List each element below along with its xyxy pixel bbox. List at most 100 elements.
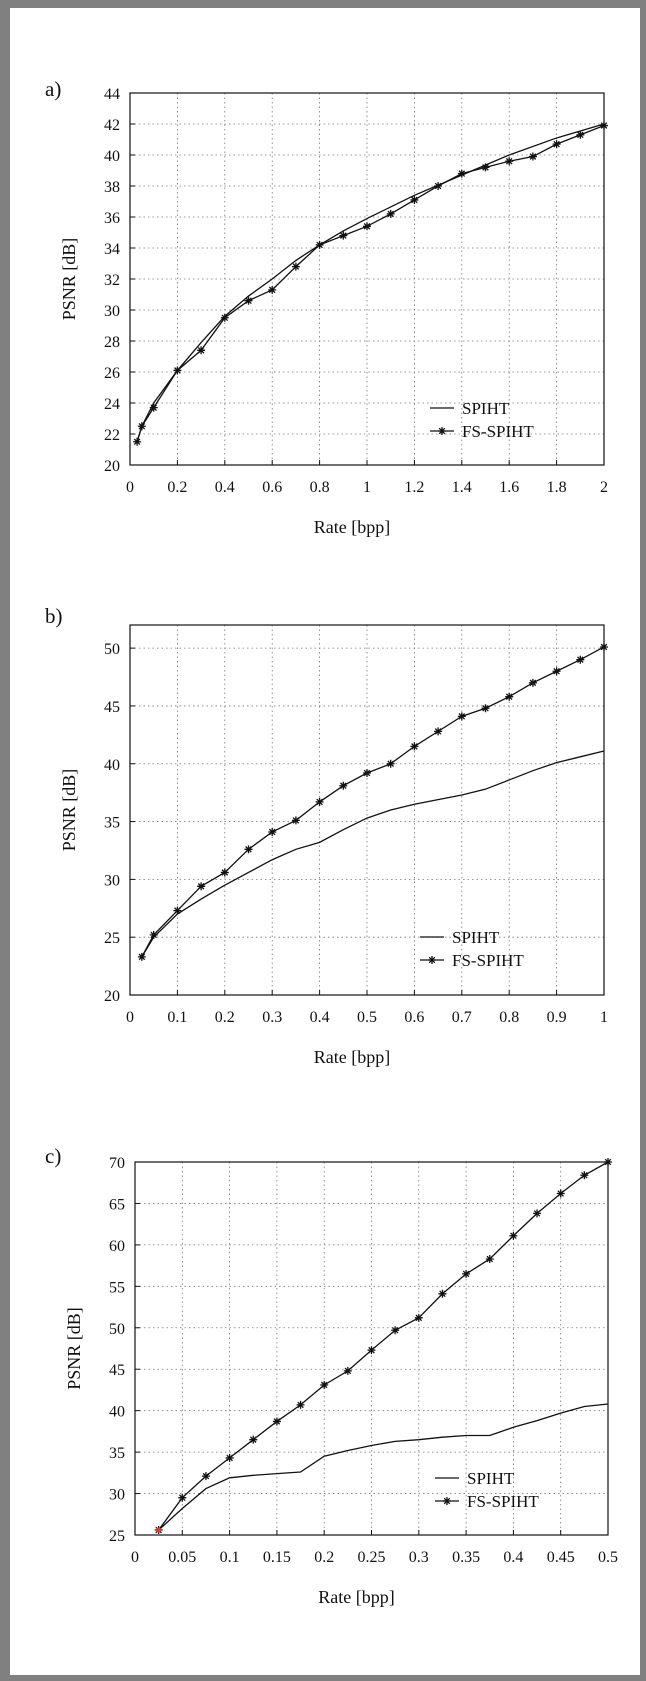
y-tick-label: 35 [104, 815, 120, 832]
data-point-fs-spiht [367, 1346, 376, 1355]
data-point-fs-spiht [533, 1209, 542, 1218]
y-tick-label: 24 [104, 396, 120, 413]
y-tick-label: 30 [104, 872, 120, 889]
x-tick-label: 0.7 [452, 1009, 472, 1026]
x-tick-label: 0.4 [503, 1549, 523, 1566]
x-tick-label: 0.4 [215, 479, 235, 496]
x-tick-label: 0 [126, 479, 134, 496]
legend-label-spiht: SPIHT [462, 399, 510, 418]
y-tick-label: 28 [104, 334, 120, 351]
data-point-fs-spiht [410, 195, 419, 204]
panel-label: b) [45, 604, 63, 628]
data-point-fs-spiht [438, 1289, 447, 1298]
x-tick-label: 0.1 [220, 1549, 240, 1566]
y-tick-label: 25 [104, 930, 120, 947]
y-tick-label: 36 [104, 210, 120, 227]
y-tick-label: 44 [104, 86, 120, 103]
legend-label-fs-spiht: FS-SPIHT [462, 422, 534, 441]
data-point-fs-spiht [434, 727, 443, 736]
x-tick-label: 0.25 [358, 1549, 386, 1566]
x-tick-label: 0.4 [310, 1009, 330, 1026]
data-point-fs-spiht [457, 712, 466, 721]
x-tick-label: 1 [600, 1009, 608, 1026]
legend-label-spiht: SPIHT [467, 1469, 515, 1488]
x-tick-label: 0.3 [409, 1549, 429, 1566]
data-point-fs-spiht [137, 952, 146, 961]
data-point-fs-spiht [576, 130, 585, 139]
y-tick-label: 42 [104, 117, 120, 134]
x-tick-label: 0.2 [167, 479, 187, 496]
legend-marker-fs-spiht [438, 427, 446, 435]
x-tick-label: 1.6 [499, 479, 519, 496]
series-line-fs-spiht [141, 646, 605, 958]
y-tick-label: 60 [109, 1238, 125, 1255]
y-tick-label: 50 [109, 1321, 125, 1338]
y-tick-label: 40 [109, 1404, 125, 1421]
y-tick-label: 30 [104, 303, 120, 320]
legend-label-fs-spiht: FS-SPIHT [452, 951, 524, 970]
data-point-fs-spiht [505, 157, 514, 166]
legend-marker-fs-spiht [443, 1497, 451, 1505]
plot-area-frame [134, 1161, 609, 1536]
y-tick-label: 40 [104, 757, 120, 774]
y-tick-label: 20 [104, 988, 120, 1005]
data-point-fs-spiht [197, 882, 206, 891]
series-line-fs-spiht [136, 124, 605, 442]
data-point-fs-spiht [410, 742, 419, 751]
data-point-fs-spiht [339, 231, 348, 240]
x-tick-label: 0.1 [167, 1009, 187, 1026]
y-axis-label: PSNR [dB] [59, 238, 79, 321]
data-point-fs-spiht [173, 366, 182, 375]
data-point-fs-spiht [414, 1313, 423, 1322]
data-point-fs-spiht [315, 240, 324, 249]
x-tick-label: 0.9 [547, 1009, 567, 1026]
x-axis-label: Rate [bpp] [318, 1587, 394, 1607]
x-tick-label: 0 [131, 1549, 139, 1566]
x-axis-label: Rate [bpp] [314, 517, 390, 537]
y-tick-label: 22 [104, 427, 120, 444]
start-point-marker [156, 1527, 162, 1533]
y-tick-label: 30 [109, 1487, 125, 1504]
y-tick-label: 32 [104, 272, 120, 289]
data-point-fs-spiht [556, 1189, 565, 1198]
data-point-fs-spiht [576, 655, 585, 664]
x-tick-label: 1.8 [547, 479, 567, 496]
x-tick-label: 0.15 [263, 1549, 291, 1566]
series-line-spiht [136, 123, 605, 442]
data-point-fs-spiht [137, 422, 146, 431]
data-point-fs-spiht [485, 1254, 494, 1263]
frame-border-top [0, 0, 646, 8]
legend-label-fs-spiht: FS-SPIHT [467, 1492, 539, 1511]
x-tick-label: 0.6 [262, 479, 282, 496]
data-point-fs-spiht [481, 704, 490, 713]
frame-border-bottom [0, 1675, 646, 1681]
x-tick-label: 0.6 [404, 1009, 424, 1026]
frame-border-left [0, 0, 10, 1681]
data-point-fs-spiht [481, 163, 490, 172]
data-point-fs-spiht [386, 209, 395, 218]
data-point-fs-spiht [291, 816, 300, 825]
x-tick-label: 2 [600, 479, 608, 496]
data-point-fs-spiht [178, 1493, 187, 1502]
data-point-fs-spiht [391, 1326, 400, 1335]
x-tick-label: 0.35 [452, 1549, 480, 1566]
data-point-fs-spiht [363, 222, 371, 231]
plot-area-frame [129, 92, 605, 466]
data-point-fs-spiht [580, 1171, 589, 1180]
data-point-fs-spiht [272, 1417, 281, 1426]
plot-area-frame [129, 624, 605, 996]
y-tick-label: 40 [104, 148, 120, 165]
data-point-fs-spiht [244, 296, 253, 305]
data-point-fs-spiht [600, 121, 608, 130]
series-line-spiht [141, 750, 605, 958]
y-tick-label: 45 [109, 1362, 125, 1379]
data-point-fs-spiht [509, 1231, 518, 1240]
data-point-fs-spiht [386, 759, 395, 768]
data-point-fs-spiht [133, 437, 142, 446]
data-point-fs-spiht [220, 868, 229, 877]
data-point-fs-spiht [363, 769, 371, 777]
x-tick-label: 0.8 [310, 479, 330, 496]
data-point-fs-spiht [268, 827, 277, 836]
data-point-fs-spiht [600, 642, 608, 651]
data-point-fs-spiht [149, 930, 158, 939]
